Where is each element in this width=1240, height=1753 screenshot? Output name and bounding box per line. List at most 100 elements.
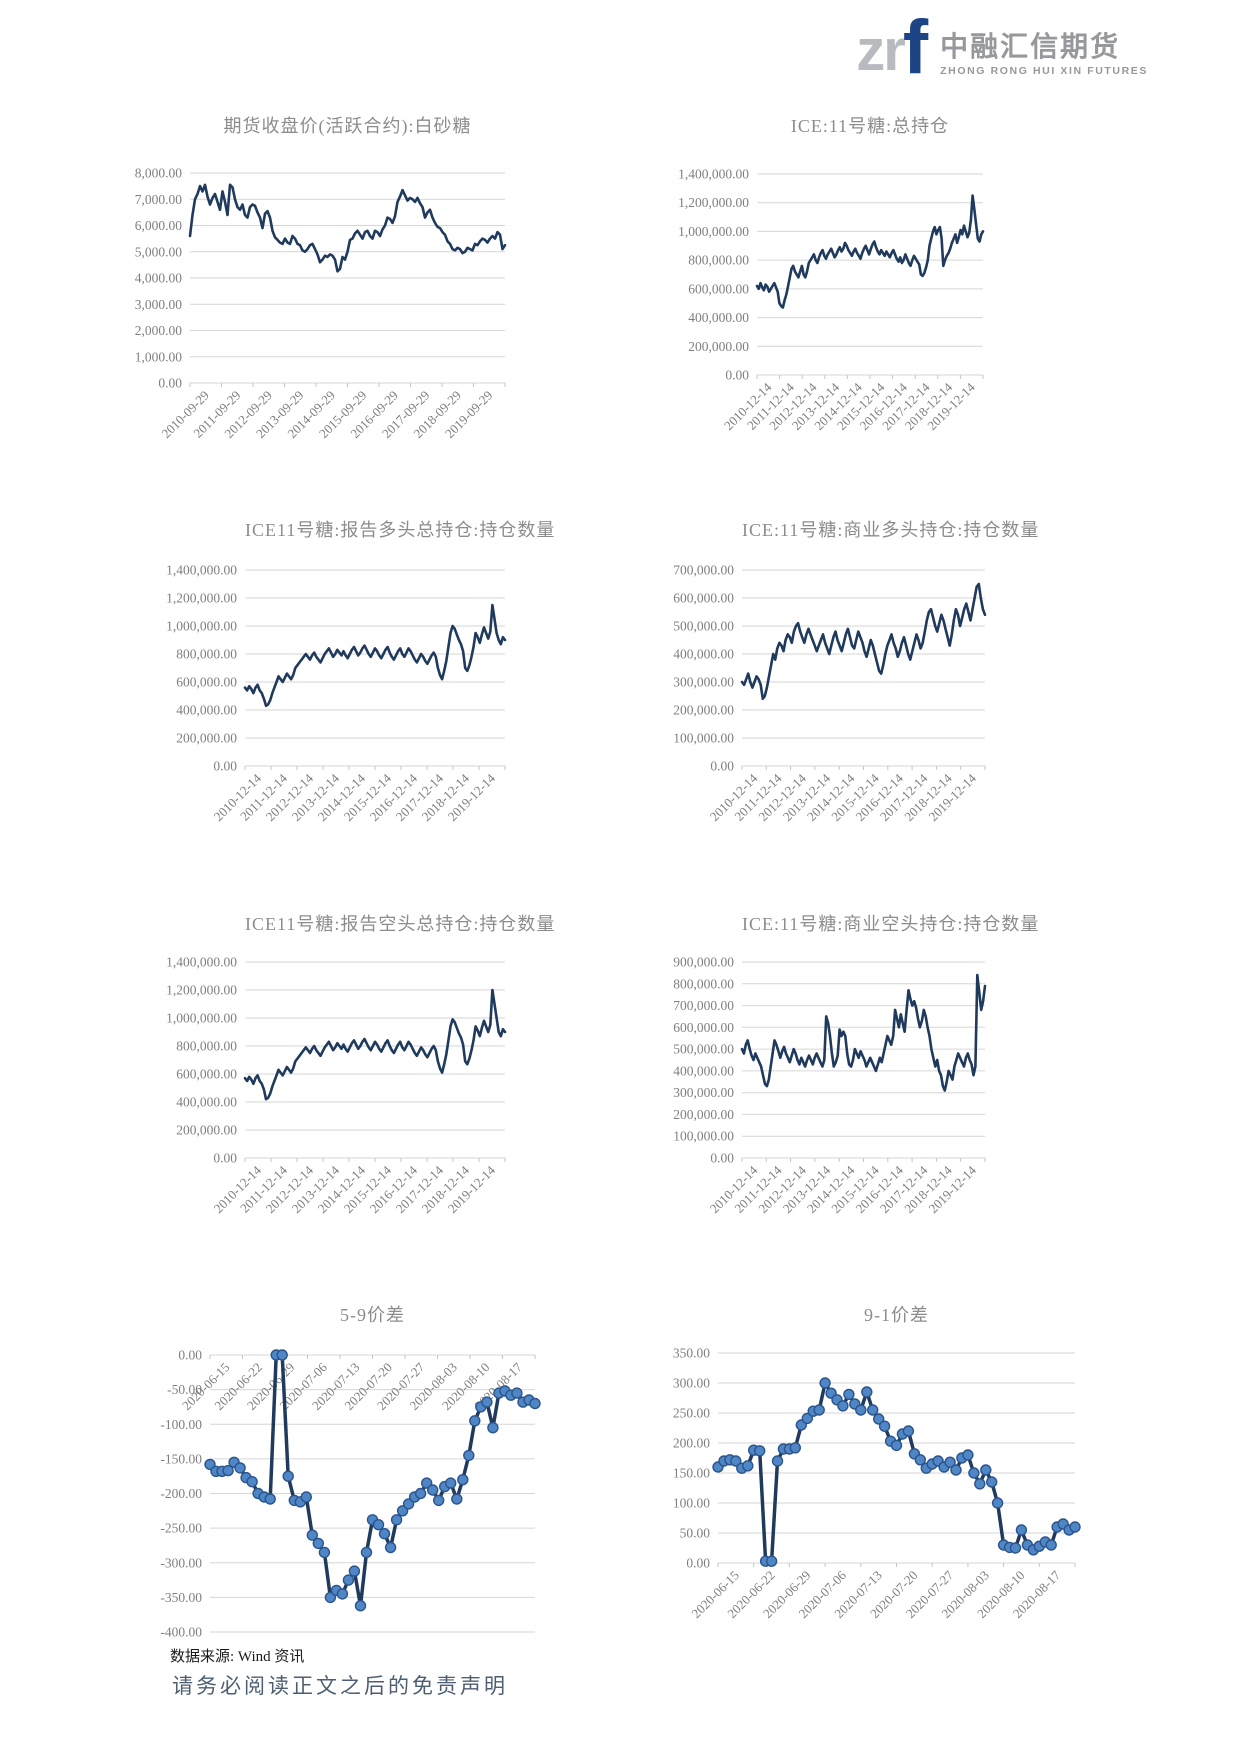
chart-title: ICE11号糖:报告空头总持仓:持仓数量 [245,914,556,934]
svg-text:0.00: 0.00 [725,368,749,383]
svg-text:600,000.00: 600,000.00 [176,1067,237,1082]
svg-text:350.00: 350.00 [673,1346,710,1361]
svg-text:200.00: 200.00 [673,1436,710,1451]
line-plot: 1,400,000.00 1,200,000.00 1,000,000.00 800,… [678,167,985,433]
svg-text:6,000.00: 6,000.00 [135,218,183,233]
svg-text:900,000.00: 900,000.00 [673,955,734,970]
svg-text:200,000.00: 200,000.00 [673,1107,734,1122]
chart-title: 期货收盘价(活跃合约):白砂糖 [223,116,472,136]
svg-text:400,000.00: 400,000.00 [673,647,734,662]
svg-text:600,000.00: 600,000.00 [176,675,237,690]
logo-company-name-cn: 中融汇信期货 [940,31,1121,63]
svg-text:1,200,000.00: 1,200,000.00 [166,591,237,606]
svg-text:1,000,000.00: 1,000,000.00 [166,619,237,634]
chart-title: ICE:11号糖:总持仓 [790,116,950,136]
logo-company-name-en: ZHONG RONG HUI XIN FUTURES [940,65,1148,78]
svg-text:600,000.00: 600,000.00 [688,281,749,296]
svg-text:200,000.00: 200,000.00 [176,1123,237,1138]
chart-ice11-commercial-long-oi: ICE:11号糖:商业多头持仓:持仓数量 700,000.00 600,000.0… [640,500,1050,872]
chart-title: 5-9价差 [340,1305,405,1325]
svg-text:3,000.00: 3,000.00 [135,297,183,312]
svg-text:1,400,000.00: 1,400,000.00 [678,167,749,182]
svg-text:7,000.00: 7,000.00 [135,192,183,207]
logo-wordmark: 中融汇信期货 ZHONG RONG HUI XIN FUTURES [940,31,1148,78]
svg-text:700,000.00: 700,000.00 [673,563,734,578]
svg-text:1,200,000.00: 1,200,000.00 [166,983,237,998]
svg-text:-200.00: -200.00 [160,1486,202,1501]
svg-text:4,000.00: 4,000.00 [135,271,183,286]
chart-title: ICE:11号糖:商业多头持仓:持仓数量 [742,520,1040,540]
svg-text:2,000.00: 2,000.00 [135,323,183,338]
line-plot: 8,000.00 7,000.00 6,000.00 5,000.00 4,000.00… [135,166,507,441]
svg-text:400,000.00: 400,000.00 [688,310,749,325]
logo-zr-letters: zr [856,18,906,84]
svg-text:200,000.00: 200,000.00 [688,339,749,354]
svg-text:50.00: 50.00 [680,1526,711,1541]
svg-text:100.00: 100.00 [673,1496,710,1511]
svg-text:0.00: 0.00 [213,1151,237,1166]
svg-text:1,400,000.00: 1,400,000.00 [166,955,237,970]
svg-text:-300.00: -300.00 [160,1555,202,1570]
svg-text:0.00: 0.00 [710,1151,734,1166]
svg-text:1,000,000.00: 1,000,000.00 [678,224,749,239]
svg-text:0.00: 0.00 [686,1556,710,1571]
svg-text:250.00: 250.00 [673,1406,710,1421]
svg-text:300,000.00: 300,000.00 [673,675,734,690]
svg-text:400,000.00: 400,000.00 [176,1095,237,1110]
chart-title: ICE:11号糖:商业空头持仓:持仓数量 [742,914,1040,934]
svg-text:800,000.00: 800,000.00 [688,253,749,268]
svg-text:-350.00: -350.00 [160,1590,202,1605]
svg-text:-100.00: -100.00 [160,1417,202,1432]
disclaimer-note: 请务必阅读正文之后的免责声明 [172,1674,508,1698]
logo-f-letter: f [902,5,929,90]
svg-text:1,400,000.00: 1,400,000.00 [166,563,237,578]
chart-title: ICE11号糖:报告多头总持仓:持仓数量 [245,520,556,540]
svg-text:5,000.00: 5,000.00 [135,244,183,259]
line-plot: 1,400,000.00 1,200,000.00 1,000,000.00 800,… [166,563,507,824]
svg-text:1,200,000.00: 1,200,000.00 [678,195,749,210]
chart-ice11-reported-long-oi: ICE11号糖:报告多头总持仓:持仓数量 1,400,000.00 1,200,0… [135,500,556,872]
chart-ice11-commercial-short-oi: ICE:11号糖:商业空头持仓:持仓数量 900,000.00 800,000.0… [640,892,1050,1277]
line-plot: 0.00 -50.00 -100.00 -150.00 -200.00 -250.00 -3… [160,1348,541,1640]
chart-ice11-reported-short-oi: ICE11号糖:报告空头总持仓:持仓数量 1,400,000.00 1,200,0… [135,892,556,1277]
svg-text:0.00: 0.00 [158,376,182,391]
chart-sugar-futures-close: 期货收盘价(活跃合约):白砂糖 8,000.00 7,000.00 6,000.00… [115,100,520,460]
svg-text:500,000.00: 500,000.00 [673,1042,734,1057]
line-plot: 1,400,000.00 1,200,000.00 1,000,000.00 800,… [166,955,507,1216]
line-plot: 350.00 300.00 250.00 200.00 150.00 100.00 50.0… [673,1346,1081,1621]
svg-text:8,000.00: 8,000.00 [135,166,183,181]
line-plot: 900,000.00 800,000.00 700,000.00 600,000.00… [673,955,987,1216]
chart-9-1-spread: 9-1价差 350.00 300.00 250.00 200.00 150.00 100.… [640,1283,1090,1653]
svg-text:1,000,000.00: 1,000,000.00 [166,1011,237,1026]
svg-text:400,000.00: 400,000.00 [176,703,237,718]
chart-title: 9-1价差 [864,1305,929,1325]
line-plot: 700,000.00 600,000.00 500,000.00 400,000.00… [673,563,987,824]
company-logo: zr f 中融汇信期货 ZHONG RONG HUI XIN FUTURES [856,5,1148,90]
svg-text:-400.00: -400.00 [160,1625,202,1640]
svg-text:-50.00: -50.00 [167,1382,202,1397]
svg-text:400,000.00: 400,000.00 [673,1063,734,1078]
svg-text:-150.00: -150.00 [160,1451,202,1466]
svg-text:300,000.00: 300,000.00 [673,1085,734,1100]
svg-text:150.00: 150.00 [673,1466,710,1481]
data-source-note: 数据来源: Wind 资讯 [170,1649,305,1665]
svg-text:500,000.00: 500,000.00 [673,619,734,634]
svg-text:200,000.00: 200,000.00 [673,703,734,718]
svg-text:100,000.00: 100,000.00 [673,731,734,746]
svg-text:700,000.00: 700,000.00 [673,998,734,1013]
svg-text:100,000.00: 100,000.00 [673,1129,734,1144]
svg-text:600,000.00: 600,000.00 [673,1020,734,1035]
svg-text:600,000.00: 600,000.00 [673,591,734,606]
svg-text:-250.00: -250.00 [160,1521,202,1536]
svg-text:800,000.00: 800,000.00 [176,1039,237,1054]
chart-ice11-total-oi: ICE:11号糖:总持仓 1,400,000.00 1,200,000.00 1,0… [640,100,1050,460]
svg-text:200,000.00: 200,000.00 [176,731,237,746]
svg-text:0.00: 0.00 [213,759,237,774]
svg-text:300.00: 300.00 [673,1376,710,1391]
svg-text:0.00: 0.00 [178,1348,202,1363]
svg-text:800,000.00: 800,000.00 [673,976,734,991]
svg-text:1,000.00: 1,000.00 [135,349,183,364]
svg-text:0.00: 0.00 [710,759,734,774]
chart-5-9-spread: 5-9价差 0.00 -50.00 -100.00 -150.00 -200.00 -25… [115,1283,555,1653]
